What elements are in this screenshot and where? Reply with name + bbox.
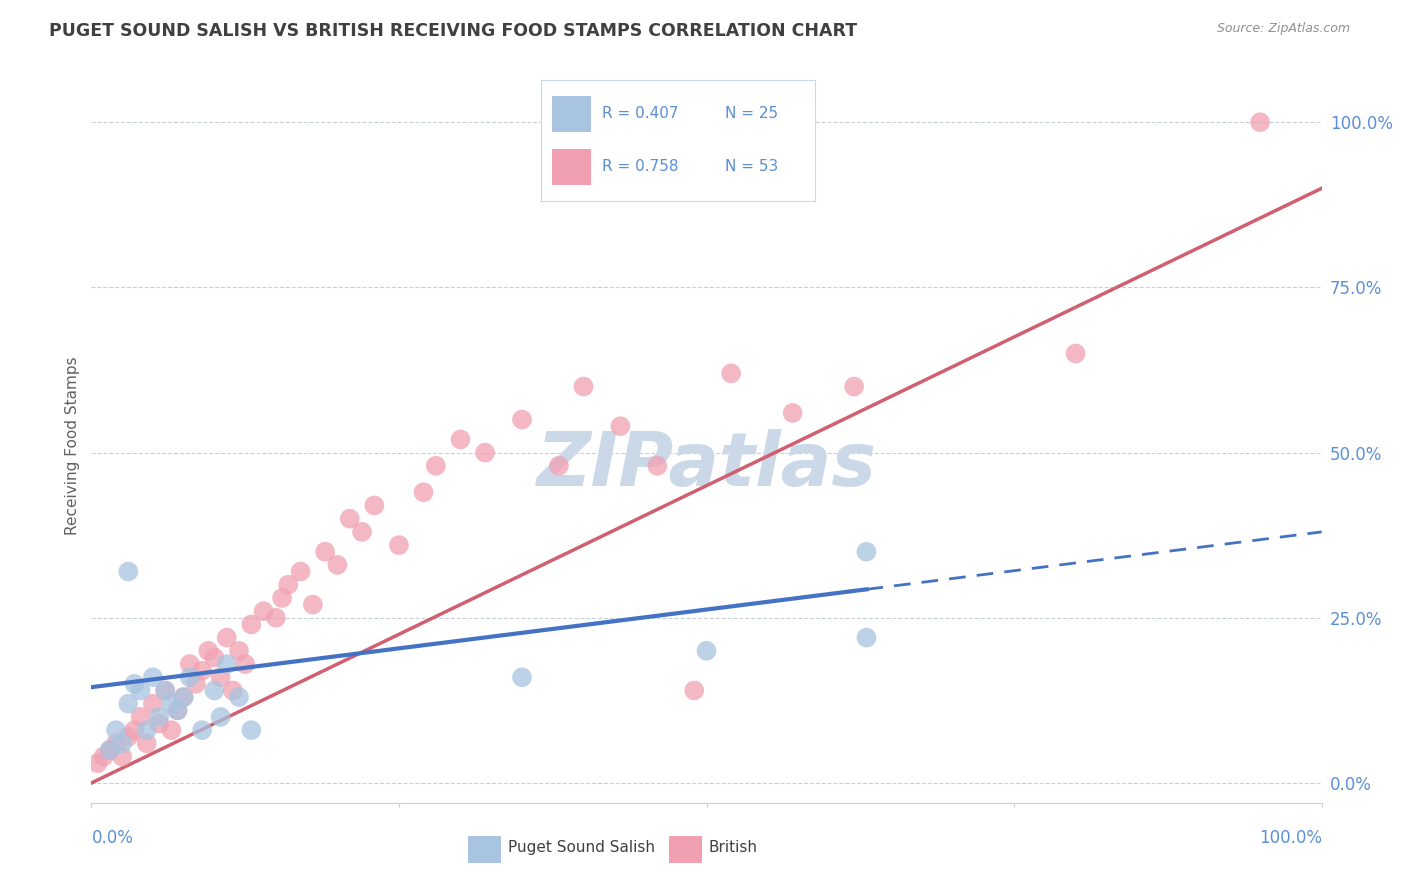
Point bbox=[1249, 115, 1271, 129]
Point bbox=[842, 379, 865, 393]
Point bbox=[129, 710, 152, 724]
Point bbox=[290, 565, 312, 579]
Point bbox=[148, 716, 170, 731]
Text: 0.0%: 0.0% bbox=[91, 830, 134, 847]
Point bbox=[111, 736, 134, 750]
Text: N = 53: N = 53 bbox=[725, 160, 779, 175]
Text: ZIPatlas: ZIPatlas bbox=[537, 429, 876, 502]
Point bbox=[166, 703, 188, 717]
Point bbox=[98, 743, 121, 757]
Point bbox=[166, 703, 188, 717]
Point bbox=[117, 730, 139, 744]
FancyBboxPatch shape bbox=[669, 836, 702, 863]
Point bbox=[93, 749, 115, 764]
Point bbox=[153, 683, 177, 698]
Point bbox=[228, 690, 250, 704]
Text: 100.0%: 100.0% bbox=[1258, 830, 1322, 847]
Point bbox=[233, 657, 256, 671]
Point bbox=[510, 670, 533, 684]
Point bbox=[142, 670, 165, 684]
Point bbox=[209, 670, 232, 684]
Point bbox=[105, 736, 127, 750]
Point bbox=[326, 558, 349, 572]
Y-axis label: Receiving Food Stamps: Receiving Food Stamps bbox=[65, 357, 80, 535]
Point bbox=[191, 664, 214, 678]
Text: British: British bbox=[709, 840, 758, 855]
Point bbox=[135, 736, 157, 750]
Point bbox=[179, 670, 201, 684]
Point bbox=[215, 631, 238, 645]
Point bbox=[314, 545, 336, 559]
Point bbox=[720, 367, 742, 381]
Point bbox=[339, 511, 361, 525]
Point bbox=[160, 697, 183, 711]
Point bbox=[135, 723, 157, 738]
Point bbox=[111, 749, 134, 764]
Point bbox=[129, 683, 152, 698]
Point bbox=[160, 723, 183, 738]
Point bbox=[412, 485, 434, 500]
Point bbox=[388, 538, 411, 552]
Point bbox=[474, 445, 496, 459]
Point bbox=[301, 598, 323, 612]
Point bbox=[240, 723, 263, 738]
Point bbox=[222, 683, 245, 698]
Text: R = 0.407: R = 0.407 bbox=[602, 106, 678, 121]
Point bbox=[855, 545, 877, 559]
Point bbox=[425, 458, 447, 473]
Point bbox=[572, 379, 595, 393]
Point bbox=[683, 683, 706, 698]
Point bbox=[197, 644, 219, 658]
Text: N = 25: N = 25 bbox=[725, 106, 778, 121]
Point bbox=[510, 412, 533, 426]
Point bbox=[105, 723, 127, 738]
Point bbox=[184, 677, 207, 691]
Point bbox=[277, 578, 299, 592]
Point bbox=[173, 690, 195, 704]
Point bbox=[264, 611, 287, 625]
Point bbox=[179, 657, 201, 671]
Point bbox=[142, 697, 165, 711]
Point bbox=[855, 631, 877, 645]
Point bbox=[209, 710, 232, 724]
Point bbox=[352, 524, 374, 539]
FancyBboxPatch shape bbox=[553, 96, 591, 132]
Point bbox=[202, 683, 225, 698]
Point bbox=[191, 723, 214, 738]
Point bbox=[253, 604, 276, 618]
Point bbox=[173, 690, 195, 704]
Point bbox=[548, 458, 571, 473]
Point bbox=[1064, 346, 1087, 360]
Point bbox=[117, 697, 139, 711]
Point bbox=[117, 565, 139, 579]
Text: R = 0.758: R = 0.758 bbox=[602, 160, 678, 175]
Point bbox=[645, 458, 669, 473]
Point bbox=[202, 650, 225, 665]
Point bbox=[609, 419, 631, 434]
Point bbox=[124, 723, 146, 738]
Point bbox=[98, 743, 121, 757]
Point bbox=[86, 756, 108, 771]
Text: Source: ZipAtlas.com: Source: ZipAtlas.com bbox=[1216, 22, 1350, 36]
Point bbox=[148, 710, 170, 724]
FancyBboxPatch shape bbox=[553, 149, 591, 185]
Point bbox=[240, 617, 263, 632]
Point bbox=[449, 433, 471, 447]
Point bbox=[215, 657, 238, 671]
FancyBboxPatch shape bbox=[468, 836, 501, 863]
Point bbox=[153, 683, 177, 698]
Point bbox=[124, 677, 146, 691]
Text: PUGET SOUND SALISH VS BRITISH RECEIVING FOOD STAMPS CORRELATION CHART: PUGET SOUND SALISH VS BRITISH RECEIVING … bbox=[49, 22, 858, 40]
Point bbox=[782, 406, 804, 420]
Point bbox=[271, 591, 294, 605]
Text: Puget Sound Salish: Puget Sound Salish bbox=[508, 840, 655, 855]
Point bbox=[228, 644, 250, 658]
Point bbox=[695, 644, 717, 658]
Point bbox=[363, 499, 385, 513]
